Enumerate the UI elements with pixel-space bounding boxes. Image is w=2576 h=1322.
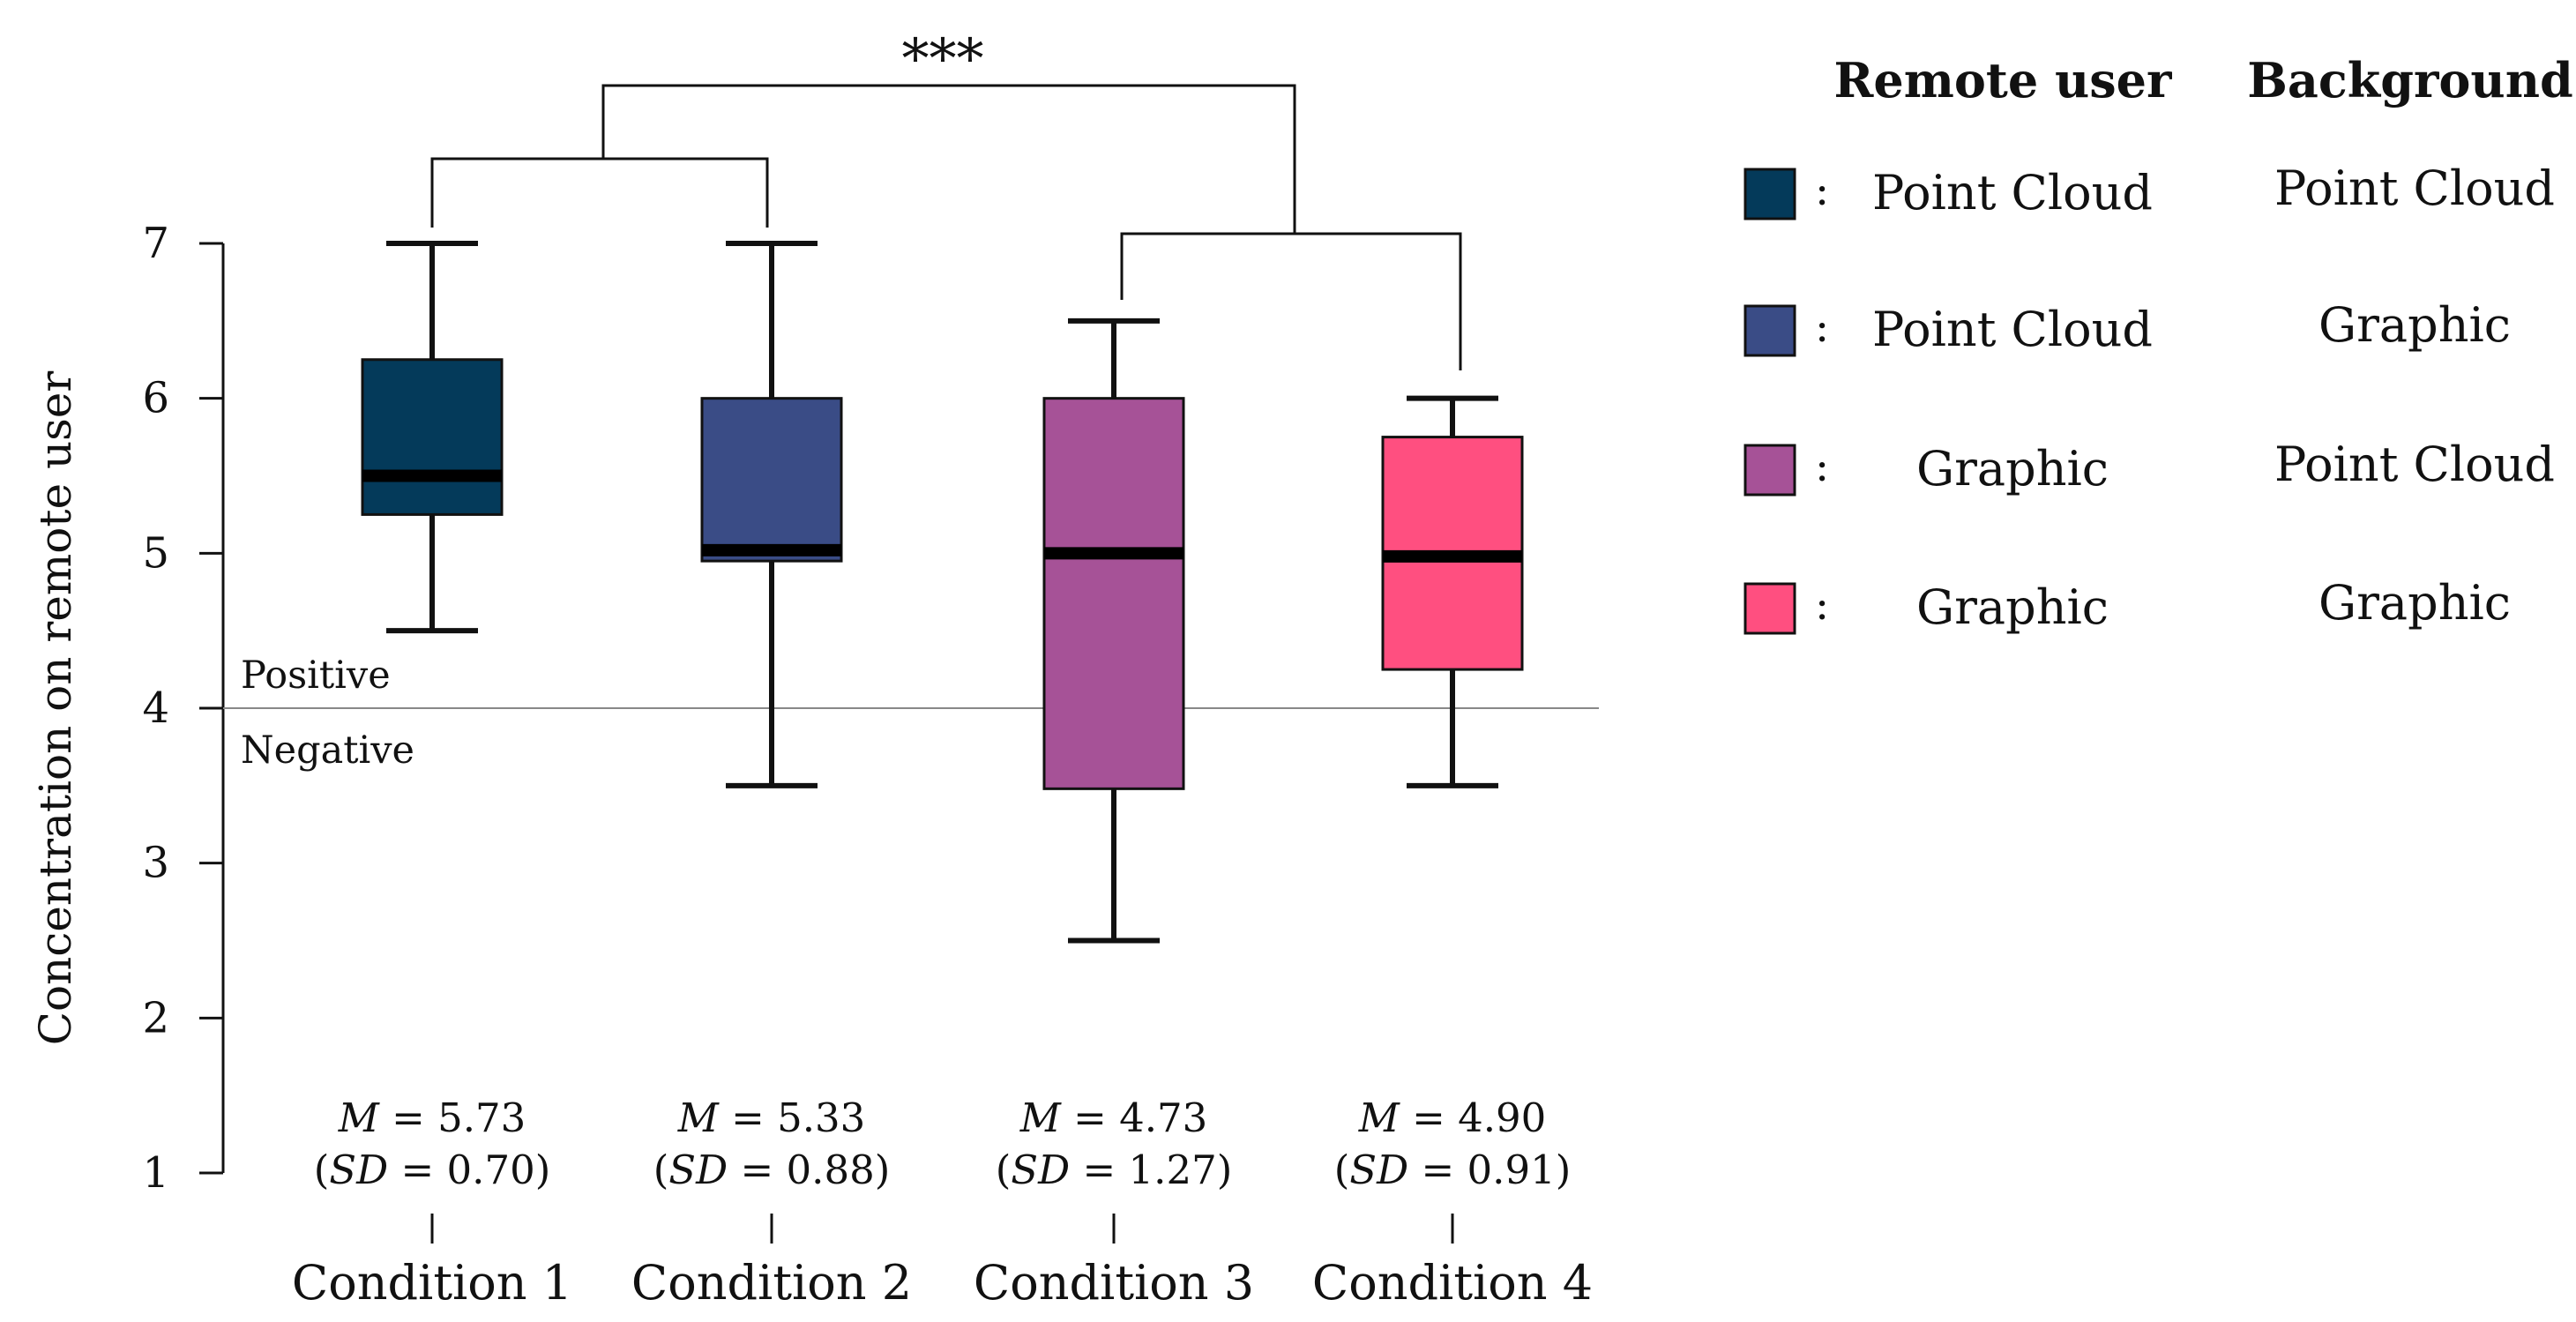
legend-swatch: [1743, 168, 1796, 220]
condition-label: Condition 3: [974, 1255, 1254, 1311]
bracket-pair-3-4: [1120, 232, 1462, 300]
legend: Remote user Background: Point Cloud Point C…: [1743, 52, 2573, 635]
y-axis-ticks: 1 2 3 4 5 6 7: [142, 219, 223, 1198]
mean-label: M = 4.73: [1019, 1094, 1208, 1141]
y-tick-label: 3: [142, 839, 169, 888]
y-tick-label: 4: [142, 683, 169, 733]
legend-background: Graphic: [2318, 297, 2511, 353]
mean-label: M = 5.73: [338, 1094, 526, 1141]
sd-value: = 0.70): [388, 1146, 550, 1193]
y-tick-label: 5: [142, 528, 169, 578]
box-4: [1381, 395, 1524, 788]
annotations: M = 5.73(SD = 0.70)Condition 1M = 5.33(S…: [292, 1094, 1593, 1311]
mean-value: = 4.73: [1061, 1094, 1208, 1141]
y-tick-label: 2: [142, 993, 169, 1042]
condition-label: Condition 4: [1312, 1255, 1593, 1311]
legend-separator: :: [1815, 302, 1829, 352]
box-iqr: [1042, 397, 1185, 790]
box-1: [361, 241, 504, 634]
box-group: [361, 241, 1524, 944]
sd-open: (: [996, 1146, 1012, 1193]
legend-row-3: : Graphic Point Cloud: [1743, 437, 2555, 497]
y-tick-label: 6: [142, 374, 169, 423]
box-2: [700, 241, 843, 788]
mean-symbol: M: [1019, 1094, 1062, 1141]
sd-open: (: [653, 1146, 669, 1193]
legend-background: Graphic: [2318, 575, 2511, 631]
y-tick-label: 7: [142, 219, 169, 268]
legend-separator: :: [1815, 580, 1829, 630]
mean-symbol: M: [1358, 1094, 1400, 1141]
y-axis-label: Concentration on remote user: [30, 371, 81, 1046]
box-iqr: [700, 397, 843, 563]
legend-separator: :: [1815, 442, 1829, 491]
legend-remote-user: Point Cloud: [1872, 165, 2153, 220]
significance-bracket: [430, 84, 1462, 370]
legend-separator: :: [1815, 166, 1829, 215]
sd-label: (SD = 0.91): [1334, 1146, 1572, 1193]
sd-symbol: SD: [668, 1146, 728, 1193]
sd-label: (SD = 0.70): [314, 1146, 551, 1193]
sd-value: = 0.88): [728, 1146, 890, 1193]
legend-row-4: : Graphic Graphic: [1743, 575, 2511, 635]
mean-value: = 5.73: [379, 1094, 526, 1141]
legend-header-remote-user: Remote user: [1834, 52, 2173, 108]
sd-open: (: [314, 1146, 330, 1193]
sd-symbol: SD: [1011, 1146, 1070, 1193]
legend-swatch: [1743, 582, 1796, 635]
box-iqr: [361, 358, 504, 516]
legend-header-background: Background: [2247, 52, 2572, 108]
mean-label: M = 4.90: [1358, 1094, 1547, 1141]
legend-row-2: : Point Cloud Graphic: [1743, 297, 2511, 357]
legend-remote-user: Graphic: [1916, 441, 2109, 497]
legend-remote-user: Graphic: [1916, 579, 2109, 635]
legend-swatch: [1743, 444, 1796, 497]
sd-label: (SD = 1.27): [996, 1146, 1233, 1193]
mean-symbol: M: [338, 1094, 380, 1141]
sd-symbol: SD: [1349, 1146, 1408, 1193]
significance-label: ***: [902, 26, 984, 91]
negative-label: Negative: [241, 728, 414, 773]
y-tick-label: 1: [142, 1148, 169, 1198]
sd-value: = 0.91): [1408, 1146, 1571, 1193]
legend-remote-user: Point Cloud: [1872, 302, 2153, 357]
sd-open: (: [1334, 1146, 1350, 1193]
bracket-pair-1-2: [430, 157, 769, 228]
mean-value: = 4.90: [1400, 1094, 1547, 1141]
sd-label: (SD = 0.88): [653, 1146, 891, 1193]
legend-background: Point Cloud: [2274, 161, 2555, 216]
mean-label: M = 5.33: [677, 1094, 866, 1141]
bracket-top: [601, 84, 1296, 234]
sd-symbol: SD: [329, 1146, 388, 1193]
legend-background: Point Cloud: [2274, 437, 2555, 492]
positive-label: Positive: [241, 654, 391, 698]
legend-row-1: : Point Cloud Point Cloud: [1743, 161, 2555, 220]
mean-value: = 5.33: [719, 1094, 866, 1141]
sd-value: = 1.27): [1070, 1146, 1232, 1193]
condition-label: Condition 1: [292, 1255, 572, 1311]
box-3: [1042, 317, 1185, 944]
condition-label: Condition 2: [631, 1255, 912, 1311]
mean-symbol: M: [677, 1094, 720, 1141]
legend-swatch: [1743, 304, 1796, 357]
